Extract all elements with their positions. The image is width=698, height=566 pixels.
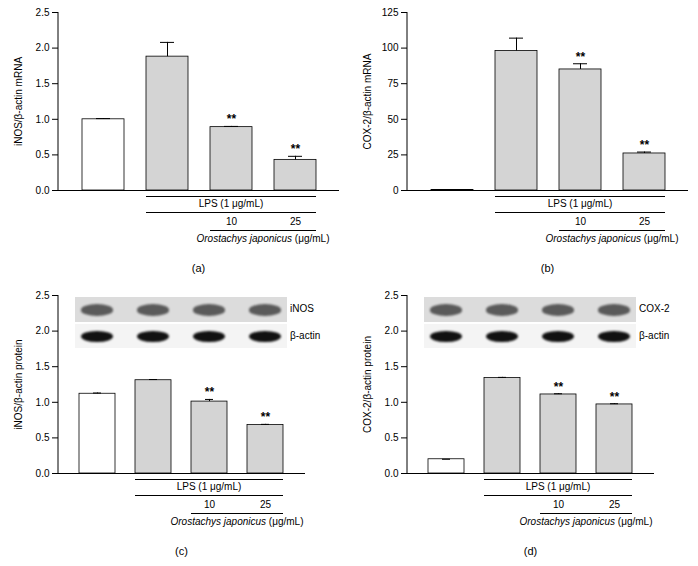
svg-text:75: 75 xyxy=(387,78,399,89)
svg-text:0.0: 0.0 xyxy=(385,468,399,479)
svg-text:0.0: 0.0 xyxy=(36,185,50,196)
svg-text:**: ** xyxy=(610,390,620,404)
svg-text:25: 25 xyxy=(290,216,302,227)
svg-text:0.0: 0.0 xyxy=(36,468,50,479)
svg-text:1.5: 1.5 xyxy=(36,361,50,372)
svg-text:COX-2/β-actin mRNA: COX-2/β-actin mRNA xyxy=(362,53,373,149)
html-text:LPS (1 μg/mL): LPS (1 μg/mL) xyxy=(547,198,613,209)
svg-text:2.5: 2.5 xyxy=(36,290,50,301)
svg-text:10: 10 xyxy=(226,216,238,227)
html-text:LPS (1 μg/mL): LPS (1 μg/mL) xyxy=(525,481,591,492)
svg-text:1.5: 1.5 xyxy=(385,361,399,372)
svg-text:iNOS/β-actin mRNA: iNOS/β-actin mRNA xyxy=(13,57,24,146)
svg-text:**: ** xyxy=(261,410,271,424)
svg-text:**: ** xyxy=(576,50,586,64)
svg-text:2.5: 2.5 xyxy=(36,7,50,18)
html-text:(d): (d) xyxy=(523,545,538,557)
svg-text:10: 10 xyxy=(553,499,565,510)
svg-text:**: ** xyxy=(291,142,301,156)
svg-text:2.0: 2.0 xyxy=(36,42,50,53)
svg-text:125: 125 xyxy=(382,7,399,18)
svg-text:50: 50 xyxy=(387,114,399,125)
svg-text:10: 10 xyxy=(575,216,587,227)
html-text:Orostachys japonicus (μg/mL): Orostachys japonicus (μg/mL) xyxy=(545,233,679,244)
svg-text:25: 25 xyxy=(609,499,621,510)
svg-text:**: ** xyxy=(205,385,215,399)
svg-text:2.5: 2.5 xyxy=(385,290,399,301)
html-text:LPS (1 μg/mL): LPS (1 μg/mL) xyxy=(176,481,242,492)
svg-text:**: ** xyxy=(227,112,237,126)
html-text:(c): (c) xyxy=(175,545,188,557)
svg-text:25: 25 xyxy=(387,149,399,160)
html-text:iNOS: iNOS xyxy=(290,303,314,315)
svg-text:1.0: 1.0 xyxy=(385,397,399,408)
svg-text:1.0: 1.0 xyxy=(36,114,50,125)
svg-text:0: 0 xyxy=(393,185,399,196)
svg-text:25: 25 xyxy=(639,216,651,227)
svg-text:1.5: 1.5 xyxy=(36,78,50,89)
svg-text:0.5: 0.5 xyxy=(385,432,399,443)
svg-text:100: 100 xyxy=(382,42,399,53)
svg-text:0.5: 0.5 xyxy=(36,149,50,160)
html-text:(a): (a) xyxy=(191,262,206,274)
svg-text:**: ** xyxy=(554,380,564,394)
html-text:(b): (b) xyxy=(540,262,555,274)
svg-text:10: 10 xyxy=(204,499,216,510)
svg-text:2.0: 2.0 xyxy=(385,325,399,336)
html-text:Orostachys japonicus (μg/mL): Orostachys japonicus (μg/mL) xyxy=(519,516,653,527)
svg-text:0.5: 0.5 xyxy=(36,432,50,443)
svg-text:25: 25 xyxy=(260,499,272,510)
html-text:Orostachys japonicus (μg/mL): Orostachys japonicus (μg/mL) xyxy=(170,516,304,527)
svg-text:COX-2/β-actin protein: COX-2/β-actin protein xyxy=(362,336,373,433)
html-text:COX-2: COX-2 xyxy=(639,303,670,315)
svg-text:iNOS/β-actin protein: iNOS/β-actin protein xyxy=(13,339,24,429)
html-text:LPS (1 μg/mL): LPS (1 μg/mL) xyxy=(198,198,264,209)
html-text:β-actin: β-actin xyxy=(290,330,321,341)
svg-text:2.0: 2.0 xyxy=(36,325,50,336)
svg-text:1.0: 1.0 xyxy=(36,397,50,408)
html-text:Orostachys japonicus (μg/mL): Orostachys japonicus (μg/mL) xyxy=(196,233,330,244)
html-text:β-actin: β-actin xyxy=(639,330,670,341)
svg-text:**: ** xyxy=(640,138,650,152)
